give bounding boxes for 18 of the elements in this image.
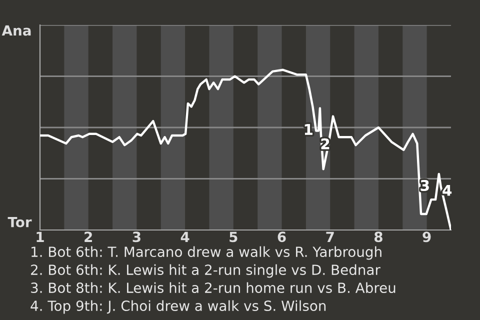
x-tick-label: 2: [84, 232, 92, 242]
annotation: 4: [442, 184, 452, 196]
x-tick-label: 4: [180, 232, 190, 242]
x-tick-label: 8: [374, 232, 382, 242]
x-tick-label: 1: [36, 232, 44, 242]
text: Tor: [8, 216, 32, 228]
text: Ana: [2, 25, 31, 36]
text: 3. Bot 8th: K. Lewis hit a 2-run home run vs B. Abreu: [31, 282, 396, 294]
annotation: 3: [420, 180, 429, 191]
x-tick-label: 5: [230, 232, 238, 242]
x-tick-label: 7: [326, 232, 334, 242]
annotation: 1: [304, 124, 312, 135]
text: 1. Bot 6th: T. Marcano drew a walk vs R. Yarbrough: [32, 246, 382, 260]
x-tick-label: 9: [422, 232, 431, 242]
x-tick-label: 6: [278, 232, 286, 242]
x-tick-label: 3: [132, 232, 140, 242]
text: 2. Bot 6th: K. Lewis hit a 2-run single vs D. Bednar: [31, 264, 380, 278]
text: 4. Top 9th: J. Choi drew a walk vs S. Wilson: [30, 300, 326, 314]
